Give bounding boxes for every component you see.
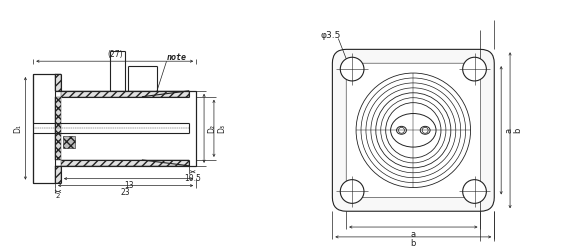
Text: note: note bbox=[166, 53, 186, 62]
Text: b: b bbox=[513, 128, 522, 133]
Text: φ3.5: φ3.5 bbox=[320, 31, 341, 40]
Text: D₁: D₁ bbox=[14, 124, 22, 133]
Text: D₃: D₃ bbox=[217, 124, 226, 133]
Polygon shape bbox=[55, 160, 189, 182]
Circle shape bbox=[340, 180, 364, 203]
Text: (27): (27) bbox=[107, 50, 123, 59]
Ellipse shape bbox=[390, 114, 436, 147]
Text: D₂: D₂ bbox=[207, 124, 216, 133]
Ellipse shape bbox=[397, 126, 406, 134]
Ellipse shape bbox=[420, 126, 430, 134]
Circle shape bbox=[340, 57, 364, 81]
Polygon shape bbox=[63, 136, 75, 148]
FancyBboxPatch shape bbox=[346, 63, 481, 198]
Text: 13: 13 bbox=[124, 181, 133, 190]
Polygon shape bbox=[55, 97, 61, 160]
Polygon shape bbox=[55, 74, 189, 97]
Circle shape bbox=[463, 57, 486, 81]
FancyBboxPatch shape bbox=[332, 49, 494, 211]
Text: 2: 2 bbox=[56, 194, 60, 200]
Text: 23: 23 bbox=[121, 188, 131, 197]
Text: a: a bbox=[411, 230, 416, 238]
Circle shape bbox=[463, 180, 486, 203]
Text: b: b bbox=[410, 239, 416, 248]
Text: a: a bbox=[504, 128, 513, 133]
Text: 10.5: 10.5 bbox=[184, 174, 201, 183]
